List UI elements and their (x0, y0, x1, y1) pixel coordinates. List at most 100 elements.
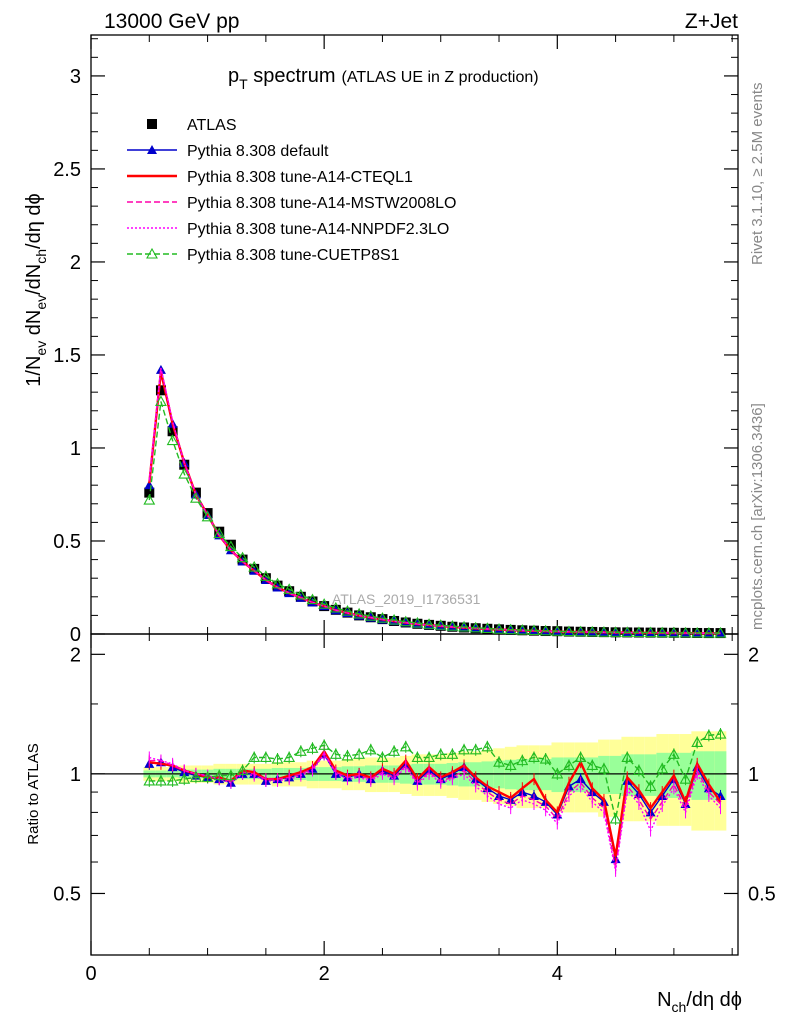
ratio-point-pythia-8-308-tune-cuetp8s1 (248, 751, 261, 763)
point-pythia-8-308-tune-cuetp8s1 (656, 626, 669, 638)
point-pythia-8-308-tune-cuetp8s1 (632, 626, 645, 638)
point-pythia-8-308-tune-cuetp8s1 (702, 626, 715, 638)
ratio-point-pythia-8-308-tune-cuetp8s1 (189, 771, 202, 782)
ratio-point-pythia-8-308-tune-cuetp8s1 (469, 743, 482, 755)
point-pythia-8-308-tune-cuetp8s1 (388, 613, 401, 625)
ratio-point-pythia-8-308-tune-cuetp8s1 (528, 751, 540, 763)
point-pythia-8-308-tune-cuetp8s1 (294, 588, 307, 600)
point-atlas (167, 426, 178, 437)
ratio-xtick-label: 2 (319, 963, 330, 985)
point-pythia-8-308-tune-cuetp8s1 (248, 560, 261, 572)
legend-label-pythia-8-308-tune-cuetp8s1: Pythia 8.308 tune-CUETP8S1 (187, 247, 400, 264)
band-1sigma (516, 759, 529, 791)
ratio-point-pythia-8-308-tune-cuetp8s1 (702, 729, 715, 740)
point-pythia-8-308-tune-cuetp8s1 (563, 625, 575, 637)
point-pythia-8-308-tune-cuetp8s1 (283, 583, 296, 594)
axes: 00.511.522.530 2 40.5 0.51 12 2 (53, 35, 776, 985)
point-pythia-8-308-tune-cuetp8s1 (458, 620, 470, 632)
ratio-point-pythia-8-308-tune-cuetp8s1 (283, 751, 296, 763)
point-pythia-8-308-tune-cuetp8s1 (528, 624, 540, 636)
point-pythia-8-308-tune-cuetp8s1 (259, 570, 272, 581)
ratio-point-pythia-8-308-tune-cuetp8s1 (458, 743, 470, 755)
ratio-point-pythia-8-308-tune-cuetp8s1 (294, 745, 307, 756)
point-pythia-8-308-tune-cuetp8s1 (213, 527, 226, 539)
point-pythia-8-308-tune-cuetp8s1 (143, 493, 156, 505)
ratio-point-pythia-8-308-tune-cuetp8s1 (236, 764, 249, 776)
point-pythia-8-308-tune-cuetp8s1 (434, 619, 447, 630)
point-pythia-8-308-tune-cuetp8s1 (423, 618, 436, 629)
ratio-point-pythia-8-308-tune-cuetp8s1 (574, 751, 587, 763)
point-pythia-8-308-tune-cuetp8s1 (236, 551, 249, 563)
ratio-ylabel: Ratio to ATLAS (25, 743, 42, 844)
ratio-ytick-label: 0.5 (53, 883, 81, 905)
point-pythia-8-308-tune-cuetp8s1 (469, 621, 482, 633)
band-1sigma (598, 755, 610, 794)
point-pythia-8-308-tune-cuetp8s1 (364, 610, 377, 621)
band-1sigma (563, 757, 575, 793)
ratio-xtick-label: 0 (85, 963, 96, 985)
series-line-pythia-8-308-tune-cuetp8s1 (148, 401, 721, 634)
legend-marker-pythia-8-308-default (147, 145, 157, 154)
ratio-line-pythia-8-308-tune-a14-nnpdf2-3lo (149, 753, 722, 872)
point-pythia-8-308-tune-cuetp8s1 (201, 510, 214, 522)
point-pythia-8-308-tune-cuetp8s1 (586, 625, 599, 637)
x-axis-label: Nch/dη dϕ (657, 989, 742, 1015)
band-1sigma (714, 751, 727, 800)
ratio-point-pythia-8-308-tune-cuetp8s1 (481, 740, 494, 752)
ratio-point-pythia-8-308-tune-cuetp8s1 (586, 759, 599, 771)
band-1sigma (504, 759, 517, 790)
ratio-point-pythia-8-308-tune-cuetp8s1 (434, 748, 447, 759)
main-ytick-label: 0.5 (53, 531, 81, 553)
ratio-point-pythia-8-308-tune-cuetp8s1 (155, 774, 167, 786)
main-ylabel: 1/Nev dNev/dNch/dη dϕ (23, 193, 49, 386)
point-atlas (144, 487, 155, 498)
point-pythia-8-308-tune-cuetp8s1 (621, 626, 634, 637)
ratio-point-pythia-8-308-tune-cuetp8s1 (201, 771, 214, 782)
point-pythia-8-308-tune-cuetp8s1 (714, 626, 727, 638)
legend-label-pythia-8-308-tune-a14-cteql1: Pythia 8.308 tune-A14-CTEQL1 (187, 169, 413, 186)
ratio-point-pythia-8-308-tune-cuetp8s1 (609, 812, 622, 824)
ratio-point-pythia-8-308-tune-cuetp8s1 (691, 736, 704, 747)
ratio-point-pythia-8-308-tune-cuetp8s1 (446, 748, 459, 759)
ratio-point-pythia-8-308-tune-cuetp8s1 (493, 756, 505, 767)
point-pythia-8-308-tune-cuetp8s1 (644, 626, 657, 638)
ratio-point-pythia-8-308-tune-cuetp8s1 (388, 745, 401, 756)
ratio-point-pythia-8-308-tune-cuetp8s1 (411, 751, 424, 763)
legend: ATLAS Pythia 8.308 default Pythia 8.308 tu… (127, 117, 456, 264)
main-ytick-label: 1 (70, 438, 81, 460)
title-main: p (228, 65, 239, 87)
point-pythia-8-308-tune-cuetp8s1 (329, 601, 342, 613)
ratio-point-pythia-8-308-tune-cuetp8s1 (632, 764, 645, 776)
ratio-point-pythia-8-308-tune-cuetp8s1 (364, 743, 377, 755)
point-pythia-8-308-tune-cuetp8s1 (399, 615, 412, 627)
ratio-ytick-label-right: 1 (748, 764, 759, 786)
legend-marker-atlas (147, 119, 157, 129)
point-pythia-8-308-tune-cuetp8s1 (353, 607, 366, 619)
ratio-point-pythia-8-308-tune-cuetp8s1 (271, 752, 284, 764)
point-pythia-8-308-tune-cuetp8s1 (318, 598, 331, 609)
ratio-point-pythia-8-308-tune-cuetp8s1 (143, 774, 156, 786)
band-1sigma (586, 757, 599, 793)
ratio-ytick-label-right: 0.5 (748, 883, 776, 905)
main-ytick-label: 2 (70, 252, 81, 274)
ratio-line-pythia-8-308-tune-cuetp8s1 (149, 733, 721, 820)
point-pythia-8-308-tune-cuetp8s1 (341, 604, 354, 616)
legend-label-pythia-8-308-tune-a14-nnpdf2-3lo: Pythia 8.308 tune-A14-NNPDF2.3LO (187, 221, 449, 238)
point-pythia-8-308-tune-cuetp8s1 (691, 626, 704, 638)
legend-label-pythia-8-308-default: Pythia 8.308 default (187, 143, 329, 160)
point-pythia-8-308-tune-cuetp8s1 (155, 395, 167, 407)
ratio-line-pythia-8-308-tune-a14-cteql1 (149, 749, 722, 857)
point-pythia-8-308-tune-cuetp8s1 (178, 467, 191, 479)
ratio-point-pythia-8-308-tune-cuetp8s1 (341, 749, 354, 761)
band-1sigma (539, 759, 552, 791)
point-pythia-8-308-tune-cuetp8s1 (481, 622, 494, 633)
ratio-point-pythia-8-308-tune-cuetp8s1 (539, 752, 552, 764)
ratio-ytick-label-right: 2 (748, 644, 759, 666)
main-ytick-label: 1.5 (53, 345, 81, 367)
point-pythia-8-308-tune-cuetp8s1 (224, 540, 237, 552)
point-pythia-8-308-tune-cuetp8s1 (679, 626, 692, 638)
point-pythia-8-308-default (144, 480, 155, 490)
ratio-point-pythia-8-308-tune-cuetp8s1 (714, 727, 727, 739)
ratio-series (143, 727, 727, 877)
legend-label-atlas: ATLAS (187, 117, 237, 134)
